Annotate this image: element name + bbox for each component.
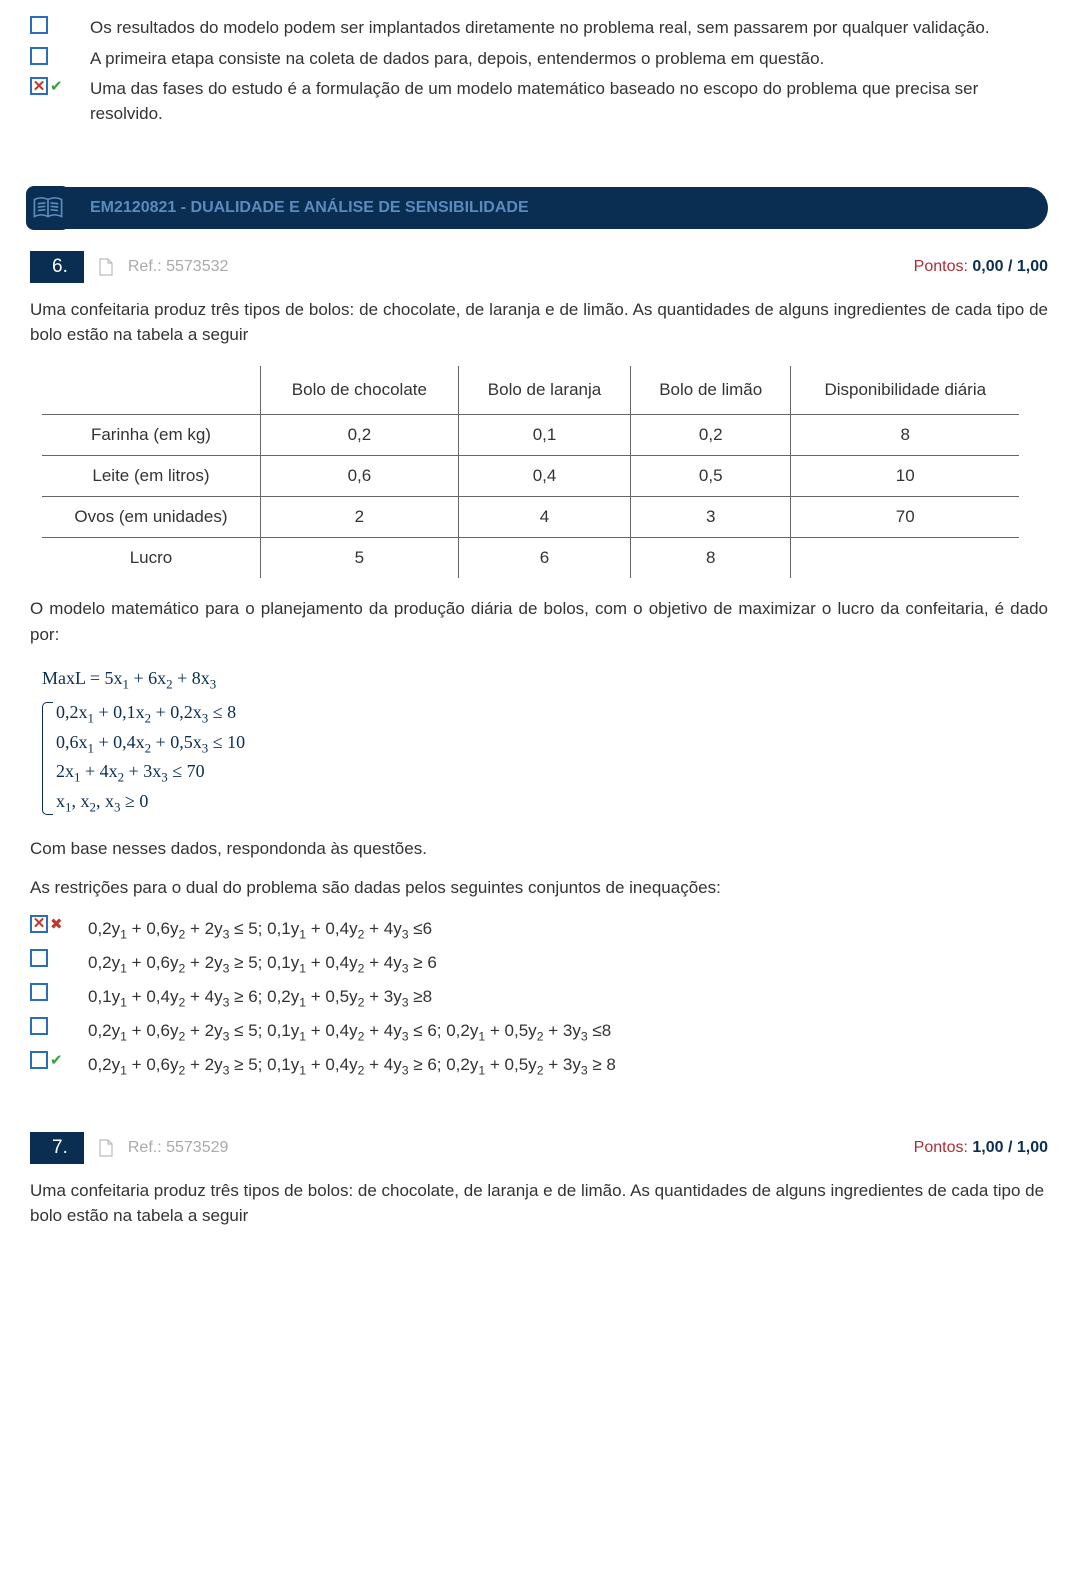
answer-row: 0,2y1 + 0,6y2 + 2y3 ≥ 5; 0,1y1 + 0,4y2 +… [30,949,1048,979]
table-cell: 8 [631,538,791,579]
option-checkbox[interactable] [30,47,48,65]
answer-checkbox[interactable] [30,1051,48,1069]
answer-checkbox[interactable] [30,983,48,1001]
answer-text: 0,2y1 + 0,6y2 + 2y3 ≥ 5; 0,1y1 + 0,4y2 +… [88,949,437,979]
table-header: Bolo de limão [631,366,791,415]
book-icon [26,186,70,230]
x-icon: ✖ [50,915,63,933]
answer-text: 0,1y1 + 0,4y2 + 4y3 ≥ 6; 0,2y1 + 0,5y2 +… [88,983,432,1013]
option-row: A primeira etapa consiste na coleta de d… [30,47,1048,72]
table-cell: 70 [791,497,1020,538]
table-cell: 0,6 [260,456,458,497]
question-points: Pontos: 0,00 / 1,00 [914,258,1048,276]
answer-row: 0,2y1 + 0,6y2 + 2y3 ≤ 5; 0,1y1 + 0,4y2 +… [30,1017,1048,1047]
answer-row: ✖ 0,2y1 + 0,6y2 + 2y3 ≤ 5; 0,1y1 + 0,4y2 … [30,915,1048,945]
answer-checkbox[interactable] [30,949,48,967]
table-cell: 2 [260,497,458,538]
table-cell: 10 [791,456,1020,497]
section-banner: EM2120821 - DUALIDADE E ANÁLISE DE SENSI… [30,187,1048,229]
table-cell: 0,4 [458,456,630,497]
q6-intro: Uma confeitaria produz três tipos de bol… [30,297,1048,348]
answer-text: 0,2y1 + 0,6y2 + 2y3 ≤ 5; 0,1y1 + 0,4y2 +… [88,915,432,945]
answer-row: 0,1y1 + 0,4y2 + 4y3 ≥ 6; 0,2y1 + 0,5y2 +… [30,983,1048,1013]
table-header: Bolo de laranja [458,366,630,415]
option-text: A primeira etapa consiste na coleta de d… [90,47,1048,72]
doc-icon [98,258,114,276]
table-cell: 0,2 [260,415,458,456]
check-icon: ✔ [50,77,63,95]
table-cell: Ovos (em unidades) [42,497,260,538]
section-title: EM2120821 - DUALIDADE E ANÁLISE DE SENSI… [90,199,529,216]
check-icon: ✔ [50,1051,63,1069]
q6-math-model: MaxL = 5x1 + 6x2 + 8x3 0,2x1 + 0,1x2 + 0… [42,665,1048,817]
table-cell: 6 [458,538,630,579]
table-cell: 0,1 [458,415,630,456]
table-header [42,366,260,415]
table-cell: 4 [458,497,630,538]
answer-row: ✔ 0,2y1 + 0,6y2 + 2y3 ≥ 5; 0,1y1 + 0,4y2 … [30,1051,1048,1081]
q6-post1: Com base nesses dados, respondonda às qu… [30,836,1048,862]
table-cell: Leite (em litros) [42,456,260,497]
question-6-header: 6. Ref.: 5573532 Pontos: 0,00 / 1,00 [30,251,1048,283]
answer-checkbox[interactable] [30,915,48,933]
question-number: 6. [30,251,84,283]
question-ref: Ref.: 5573532 [128,258,229,276]
option-row: Os resultados do modelo podem ser implan… [30,16,1048,41]
option-checkbox[interactable] [30,77,48,95]
answer-text: 0,2y1 + 0,6y2 + 2y3 ≥ 5; 0,1y1 + 0,4y2 +… [88,1051,616,1081]
question-number: 7. [30,1132,84,1164]
q6-post2: As restrições para o dual do problema sã… [30,875,1048,901]
table-cell: 0,2 [631,415,791,456]
table-cell: Farinha (em kg) [42,415,260,456]
table-cell: 5 [260,538,458,579]
table-cell: 3 [631,497,791,538]
option-row: ✔ Uma das fases do estudo é a formulação … [30,77,1048,126]
q7-intro: Uma confeitaria produz três tipos de bol… [30,1178,1048,1229]
table-header: Disponibilidade diária [791,366,1020,415]
question-ref: Ref.: 5573529 [128,1139,229,1157]
option-text: Os resultados do modelo podem ser implan… [90,16,1048,41]
table-header: Bolo de chocolate [260,366,458,415]
question-7-header: 7. Ref.: 5573529 Pontos: 1,00 / 1,00 [30,1132,1048,1164]
question-points: Pontos: 1,00 / 1,00 [914,1139,1048,1157]
doc-icon [98,1139,114,1157]
option-text: Uma das fases do estudo é a formulação d… [90,77,1048,126]
option-checkbox[interactable] [30,16,48,34]
answer-checkbox[interactable] [30,1017,48,1035]
q6-data-table: Bolo de chocolateBolo de laranjaBolo de … [42,366,1019,579]
answer-text: 0,2y1 + 0,6y2 + 2y3 ≤ 5; 0,1y1 + 0,4y2 +… [88,1017,611,1047]
table-cell: 8 [791,415,1020,456]
q6-model-intro: O modelo matemático para o planejamento … [30,596,1048,647]
table-cell: 0,5 [631,456,791,497]
table-cell: Lucro [42,538,260,579]
table-cell [791,538,1020,579]
